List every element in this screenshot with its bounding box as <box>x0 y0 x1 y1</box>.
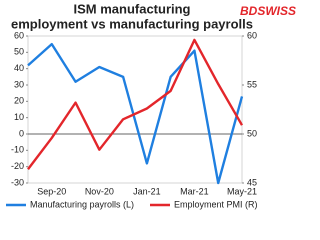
x-tick-label: Sep-20 <box>37 186 66 196</box>
y-tick-label: -10 <box>11 145 24 155</box>
x-tick-label: Mar-21 <box>180 186 209 196</box>
y-tick-label: 60 <box>14 30 24 40</box>
y-tick-label: 40 <box>14 63 24 73</box>
y-tick-label: 0 <box>19 128 24 138</box>
y2-tick-label: 55 <box>247 79 257 89</box>
series-line <box>27 42 244 185</box>
legend-label: Manufacturing payrolls (L) <box>30 199 134 209</box>
chart: ISM manufacturing employment vs manufact… <box>6 1 296 209</box>
y2-tick-label: 50 <box>247 128 257 138</box>
plot-frame <box>27 35 243 184</box>
chart-title: employment vs manufacturing payrolls <box>11 16 253 31</box>
x-tick-label: Jan-21 <box>133 186 161 196</box>
y-tick-label: 20 <box>14 96 24 106</box>
series-line <box>27 38 244 171</box>
y2-tick-label: 60 <box>247 30 257 40</box>
y-tick-label: 30 <box>14 79 24 89</box>
chart-title: ISM manufacturing <box>73 1 190 16</box>
y-tick-label: -30 <box>11 177 24 187</box>
page: ISM manufacturing employment vs manufact… <box>6 1 296 210</box>
y2-tick-label: 45 <box>247 177 257 187</box>
x-tick-label: Nov-20 <box>85 186 114 196</box>
logo: BDSWISS <box>240 4 296 18</box>
y-tick-label: 10 <box>14 112 24 122</box>
y-tick-label: -20 <box>11 161 24 171</box>
y-tick-label: 50 <box>14 47 24 57</box>
x-tick-label: May-21 <box>227 186 257 196</box>
legend-label: Employment PMI (R) <box>174 199 258 209</box>
